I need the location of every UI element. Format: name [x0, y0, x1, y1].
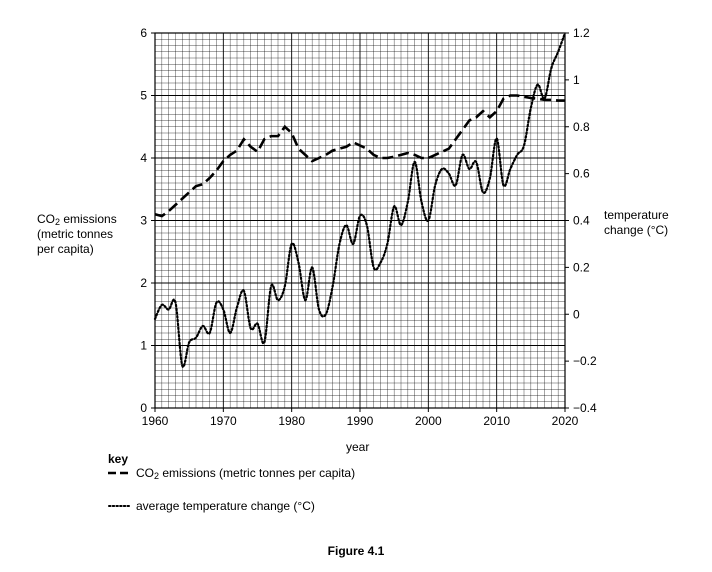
x-tick-label: 1970 [210, 414, 237, 428]
left-tick-label: 3 [140, 214, 147, 228]
x-tick-label: 2020 [552, 414, 579, 428]
legend-label-co2: CO2 emissions (metric tonnes per capita) [136, 466, 356, 481]
left-tick-label: 2 [140, 276, 147, 290]
x-axis-label: year [346, 440, 370, 454]
right-tick-label: 1.2 [573, 26, 590, 40]
x-tick-label: 2000 [415, 414, 442, 428]
figure-caption: Figure 4.1 [327, 544, 385, 558]
key-title: key [108, 452, 129, 466]
right-tick-label: −0.4 [573, 401, 597, 415]
left-tick-label: 1 [140, 339, 147, 353]
left-tick-label: 6 [140, 26, 147, 40]
right-tick-label: 0.6 [573, 167, 590, 181]
x-tick-label: 1960 [142, 414, 169, 428]
x-tick-label: 2010 [483, 414, 510, 428]
right-tick-label: 0.2 [573, 260, 590, 274]
dashed-line-swatch [108, 471, 130, 475]
left-axis-label: CO2 emissions (metric tonnes per capita) [37, 212, 117, 256]
legend-item-temperature: average temperature change (°C) [108, 498, 315, 514]
left-tick-label: 5 [140, 89, 147, 103]
dotted-line-swatch [108, 505, 130, 507]
right-tick-label: 1 [573, 73, 580, 87]
right-tick-label: −0.2 [573, 354, 597, 368]
left-tick-label: 4 [140, 151, 147, 165]
x-tick-label: 1980 [278, 414, 305, 428]
x-tick-label: 1990 [347, 414, 374, 428]
right-tick-label: 0.8 [573, 120, 590, 134]
right-tick-label: 0.4 [573, 214, 590, 228]
left-axis-ticks: 0 1 2 3 4 5 6 [140, 26, 155, 415]
right-tick-label: 0 [573, 307, 580, 321]
legend-item-co2: CO2 emissions (metric tonnes per capita) [108, 465, 355, 481]
right-axis-ticks: −0.4 −0.2 0 0.2 0.4 0.6 0.8 1 1.2 [565, 26, 597, 415]
series-temperature-line [153, 31, 567, 369]
right-axis-label: temperature change (°C) [604, 208, 669, 237]
left-tick-label: 0 [140, 401, 147, 415]
series-co2-line [154, 94, 565, 218]
legend-label-temperature: average temperature change (°C) [136, 499, 315, 513]
x-axis-ticks: 1960 1970 1980 1990 2000 2010 2020 [142, 408, 579, 428]
